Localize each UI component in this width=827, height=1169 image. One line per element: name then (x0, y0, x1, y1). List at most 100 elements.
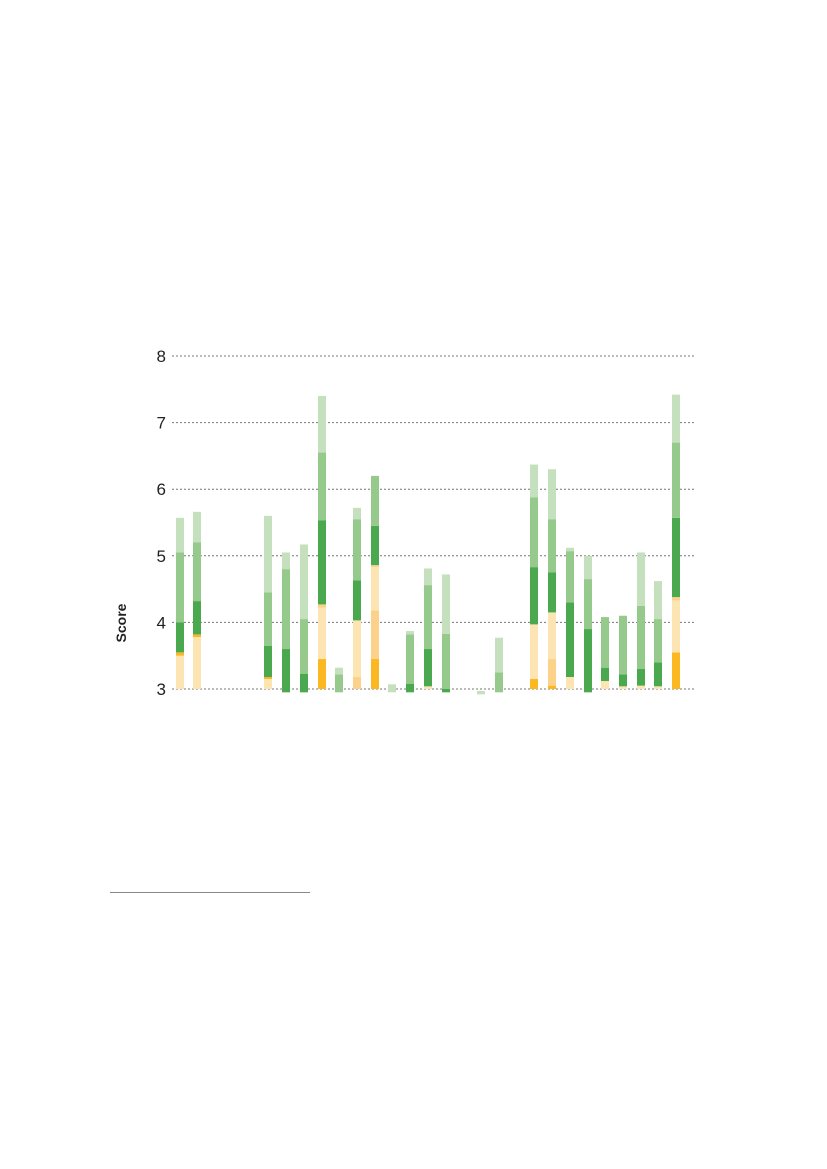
bar-b12 (424, 568, 432, 689)
bar-b9 (371, 475, 379, 689)
bar-segment (548, 685, 556, 689)
bar-segment (193, 542, 201, 602)
bar-b22 (637, 552, 645, 689)
bar-b6 (318, 395, 326, 689)
y-tick-label: 4 (157, 613, 166, 632)
bar-segment (406, 634, 414, 684)
bar-segment (264, 645, 272, 678)
bar-segment (424, 568, 432, 586)
bar-segment (548, 612, 556, 660)
bar-segment (477, 690, 485, 695)
bar-segment (353, 507, 361, 520)
bar-segment (442, 689, 450, 693)
bar-b8 (353, 507, 361, 689)
bar-segment (530, 624, 538, 680)
bar-segment (601, 681, 609, 689)
y-tick-label: 3 (157, 680, 166, 699)
bar-segment (654, 581, 662, 620)
bar-segment (495, 637, 503, 673)
bar-segment (548, 469, 556, 520)
bar-b14 (477, 690, 485, 695)
bar-segment (318, 607, 326, 660)
bar-segment (318, 520, 326, 605)
bar-segment (548, 659, 556, 686)
bar-segment (566, 602, 574, 678)
bar-segment (176, 622, 184, 653)
bar-segment (548, 572, 556, 613)
bar-segment (176, 517, 184, 553)
bar-segment (193, 601, 201, 635)
bar-segment (353, 580, 361, 621)
bar-segment (424, 585, 432, 650)
bar-segment (637, 685, 645, 689)
bar-segment (566, 677, 574, 689)
bar-segment (566, 551, 574, 603)
y-tick-label: 6 (157, 480, 166, 499)
y-tick-label: 7 (157, 414, 166, 433)
bar-segment (637, 605, 645, 670)
bar-segment (335, 674, 343, 693)
bar-segment (300, 673, 308, 693)
bar-segment (264, 515, 272, 593)
bar-segment (530, 567, 538, 625)
bar-segment (672, 517, 680, 598)
bar-segment (388, 684, 396, 693)
bar-b5 (300, 544, 308, 693)
bar-b18 (566, 547, 574, 689)
bar-segment (406, 631, 414, 635)
bar-b23 (654, 581, 662, 689)
bar-segment (584, 629, 592, 693)
y-tick-label: 8 (157, 347, 166, 366)
bar-segment (318, 659, 326, 689)
bar-segment (601, 617, 609, 668)
bar-segment (282, 552, 290, 570)
bar-segment (371, 567, 379, 611)
bar-b3 (264, 515, 272, 689)
bar-segment (318, 452, 326, 521)
bar-segment (264, 592, 272, 646)
bar-segment (442, 633, 450, 689)
bar-b20 (601, 617, 609, 689)
footnote-divider (110, 892, 310, 893)
bar-segment (548, 519, 556, 573)
bar-segment (371, 475, 379, 526)
bar-b4 (282, 552, 290, 693)
bar-segment (654, 686, 662, 689)
bar-segment (193, 634, 201, 638)
bar-segment (601, 667, 609, 682)
bar-segment (637, 669, 645, 686)
bar-segment (176, 652, 184, 656)
bar-segment (282, 569, 290, 650)
bar-segment (371, 525, 379, 566)
bar-segment (300, 619, 308, 674)
bar-b17 (548, 469, 556, 689)
bar-segment (619, 615, 627, 675)
bar-segment (619, 674, 627, 687)
bar-b1 (176, 517, 184, 689)
bar-segment (335, 667, 343, 675)
bar-segment (264, 679, 272, 689)
bar-segment (654, 619, 662, 663)
bar-segment (442, 574, 450, 634)
bar-segment (584, 579, 592, 630)
bar-segment (353, 620, 361, 678)
bar-segment (654, 662, 662, 687)
bar-segment (353, 519, 361, 581)
bar-segment (176, 552, 184, 623)
bar-b13 (442, 574, 450, 693)
bar-segment (318, 604, 326, 608)
bar-segment (584, 555, 592, 580)
bar-segment (193, 637, 201, 689)
bar-segment (300, 544, 308, 620)
bar-b15 (495, 637, 503, 693)
bar-segment (424, 686, 432, 689)
bar-b19 (584, 555, 592, 693)
bar-segment (406, 683, 414, 693)
bar-segment (672, 652, 680, 689)
bar-segment (371, 610, 379, 660)
bar-segment (318, 395, 326, 453)
bar-segment (530, 679, 538, 689)
bar-segment (495, 672, 503, 693)
bar-b24 (672, 394, 680, 689)
